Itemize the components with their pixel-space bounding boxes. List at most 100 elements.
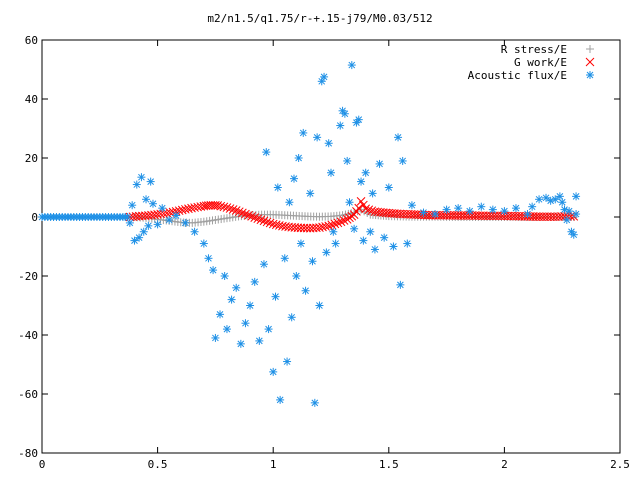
data-point xyxy=(158,204,167,213)
data-point xyxy=(465,207,474,216)
data-point xyxy=(222,325,231,334)
data-point xyxy=(331,239,340,248)
data-point xyxy=(357,177,366,186)
y-tick: -80 xyxy=(18,447,620,460)
data-point xyxy=(419,208,428,217)
data-point xyxy=(137,173,146,182)
data-point xyxy=(313,133,322,142)
data-point xyxy=(244,210,253,220)
data-point xyxy=(569,230,578,239)
x-tick: 0.5 xyxy=(148,40,168,471)
data-point xyxy=(146,177,155,186)
data-point xyxy=(562,215,571,224)
data-point xyxy=(343,156,352,165)
x-tick-label: 0 xyxy=(39,458,46,471)
y-tick-label: -40 xyxy=(18,329,38,342)
data-point xyxy=(290,174,299,183)
x-tick-label: 1 xyxy=(270,458,277,471)
data-point xyxy=(523,210,532,219)
data-point xyxy=(276,395,285,404)
data-point xyxy=(253,214,263,224)
data-point xyxy=(125,218,134,227)
data-point xyxy=(321,222,330,231)
data-point xyxy=(511,204,520,213)
data-point xyxy=(565,207,574,216)
y-tick: 20 xyxy=(25,152,620,165)
data-point xyxy=(296,239,305,248)
data-point xyxy=(219,202,229,212)
legend-marker xyxy=(586,71,594,79)
x-tick: 1 xyxy=(270,40,277,471)
data-point xyxy=(227,295,236,304)
data-point xyxy=(535,195,544,204)
data-point xyxy=(330,219,340,229)
x-tick-label: 2 xyxy=(501,458,508,471)
data-point xyxy=(255,336,264,345)
data-point xyxy=(130,236,139,245)
data-point xyxy=(398,156,407,165)
data-point xyxy=(204,254,213,263)
data-point xyxy=(236,339,245,348)
data-point xyxy=(259,260,268,269)
data-point xyxy=(324,221,334,231)
data-point xyxy=(144,221,153,230)
data-point xyxy=(322,248,331,257)
data-point xyxy=(246,301,255,310)
data-point xyxy=(292,272,301,280)
data-point xyxy=(389,242,398,251)
plot-area-border xyxy=(41,39,621,454)
data-point xyxy=(222,203,232,212)
data-point xyxy=(265,218,275,228)
data-marks xyxy=(38,61,581,407)
data-point xyxy=(165,215,174,224)
data-point xyxy=(211,201,220,210)
y-tick: -20 xyxy=(18,270,620,283)
data-point xyxy=(327,220,337,230)
data-point xyxy=(306,189,315,198)
x-tick-label: 2.5 xyxy=(610,458,630,471)
data-point xyxy=(264,325,273,334)
legend-marker xyxy=(585,57,595,67)
legend-marker xyxy=(586,45,594,53)
legend-label: R stress/E xyxy=(501,43,567,56)
x-tick: 2.5 xyxy=(610,40,630,471)
x-tick-label: 1.5 xyxy=(379,458,399,471)
data-point xyxy=(572,210,581,219)
data-point xyxy=(250,277,259,286)
y-tick-label: -80 xyxy=(18,447,38,460)
x-tick-label: 0.5 xyxy=(148,458,168,471)
y-tick-label: 40 xyxy=(25,93,38,106)
data-point xyxy=(396,280,405,289)
legend-entry: R stress/E xyxy=(501,43,594,56)
data-point xyxy=(287,313,296,322)
data-point xyxy=(132,180,141,189)
data-point xyxy=(199,239,208,248)
data-point xyxy=(225,204,235,213)
data-point xyxy=(302,223,312,233)
data-point xyxy=(211,333,220,342)
data-point xyxy=(259,216,269,226)
series-2 xyxy=(38,61,581,407)
data-point xyxy=(283,357,292,366)
data-point xyxy=(256,215,266,225)
x-tick: 1.5 xyxy=(379,40,399,471)
data-point xyxy=(370,245,379,254)
data-point xyxy=(327,168,335,177)
data-point xyxy=(454,204,463,213)
data-point xyxy=(359,236,368,245)
data-point xyxy=(172,211,181,220)
data-point xyxy=(572,192,581,201)
y-tick: 60 xyxy=(25,34,620,47)
data-point xyxy=(336,217,346,227)
data-point xyxy=(273,183,282,192)
y-tick-label: 60 xyxy=(25,34,38,47)
data-point xyxy=(301,286,310,295)
data-point xyxy=(347,61,356,70)
data-point xyxy=(128,201,137,210)
data-point xyxy=(250,213,260,222)
data-point xyxy=(234,207,244,217)
data-point xyxy=(320,72,329,81)
data-point xyxy=(181,218,190,227)
x-tick: 2 xyxy=(501,40,508,471)
data-point xyxy=(299,128,308,137)
